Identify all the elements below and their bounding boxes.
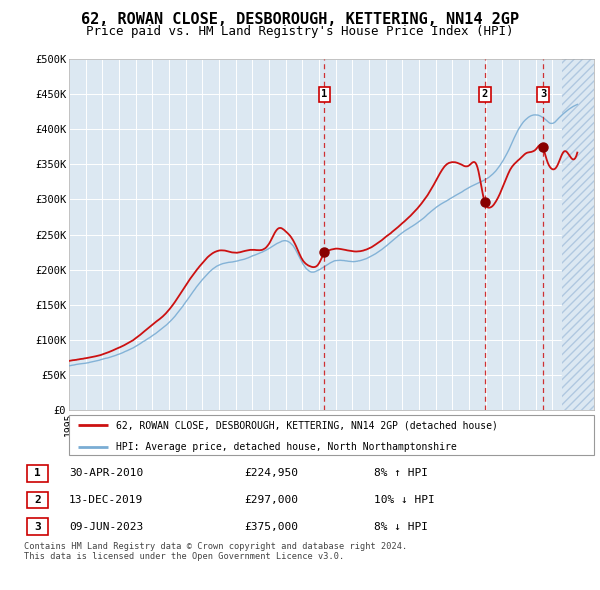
- Text: 2: 2: [34, 495, 41, 505]
- Text: Contains HM Land Registry data © Crown copyright and database right 2024.
This d: Contains HM Land Registry data © Crown c…: [24, 542, 407, 561]
- Text: 62, ROWAN CLOSE, DESBOROUGH, KETTERING, NN14 2GP (detached house): 62, ROWAN CLOSE, DESBOROUGH, KETTERING, …: [116, 421, 498, 430]
- Text: 30-APR-2010: 30-APR-2010: [69, 468, 143, 478]
- Text: 1: 1: [322, 89, 328, 99]
- FancyBboxPatch shape: [27, 492, 48, 508]
- Text: HPI: Average price, detached house, North Northamptonshire: HPI: Average price, detached house, Nort…: [116, 442, 457, 452]
- Text: 3: 3: [34, 522, 41, 532]
- Text: 1: 1: [34, 468, 41, 478]
- Bar: [562, 59, 594, 410]
- Text: 10% ↓ HPI: 10% ↓ HPI: [374, 495, 434, 505]
- Text: 2: 2: [482, 89, 488, 99]
- Text: 62, ROWAN CLOSE, DESBOROUGH, KETTERING, NN14 2GP: 62, ROWAN CLOSE, DESBOROUGH, KETTERING, …: [81, 12, 519, 27]
- Text: 09-JUN-2023: 09-JUN-2023: [69, 522, 143, 532]
- FancyBboxPatch shape: [27, 519, 48, 535]
- Text: Price paid vs. HM Land Registry's House Price Index (HPI): Price paid vs. HM Land Registry's House …: [86, 25, 514, 38]
- Text: 13-DEC-2019: 13-DEC-2019: [69, 495, 143, 505]
- FancyBboxPatch shape: [69, 415, 594, 455]
- Text: 8% ↓ HPI: 8% ↓ HPI: [374, 522, 428, 532]
- Text: 8% ↑ HPI: 8% ↑ HPI: [374, 468, 428, 478]
- Text: 3: 3: [540, 89, 546, 99]
- Bar: [562, 59, 594, 410]
- Text: £297,000: £297,000: [244, 495, 298, 505]
- Text: £224,950: £224,950: [244, 468, 298, 478]
- Text: £375,000: £375,000: [244, 522, 298, 532]
- FancyBboxPatch shape: [27, 466, 48, 481]
